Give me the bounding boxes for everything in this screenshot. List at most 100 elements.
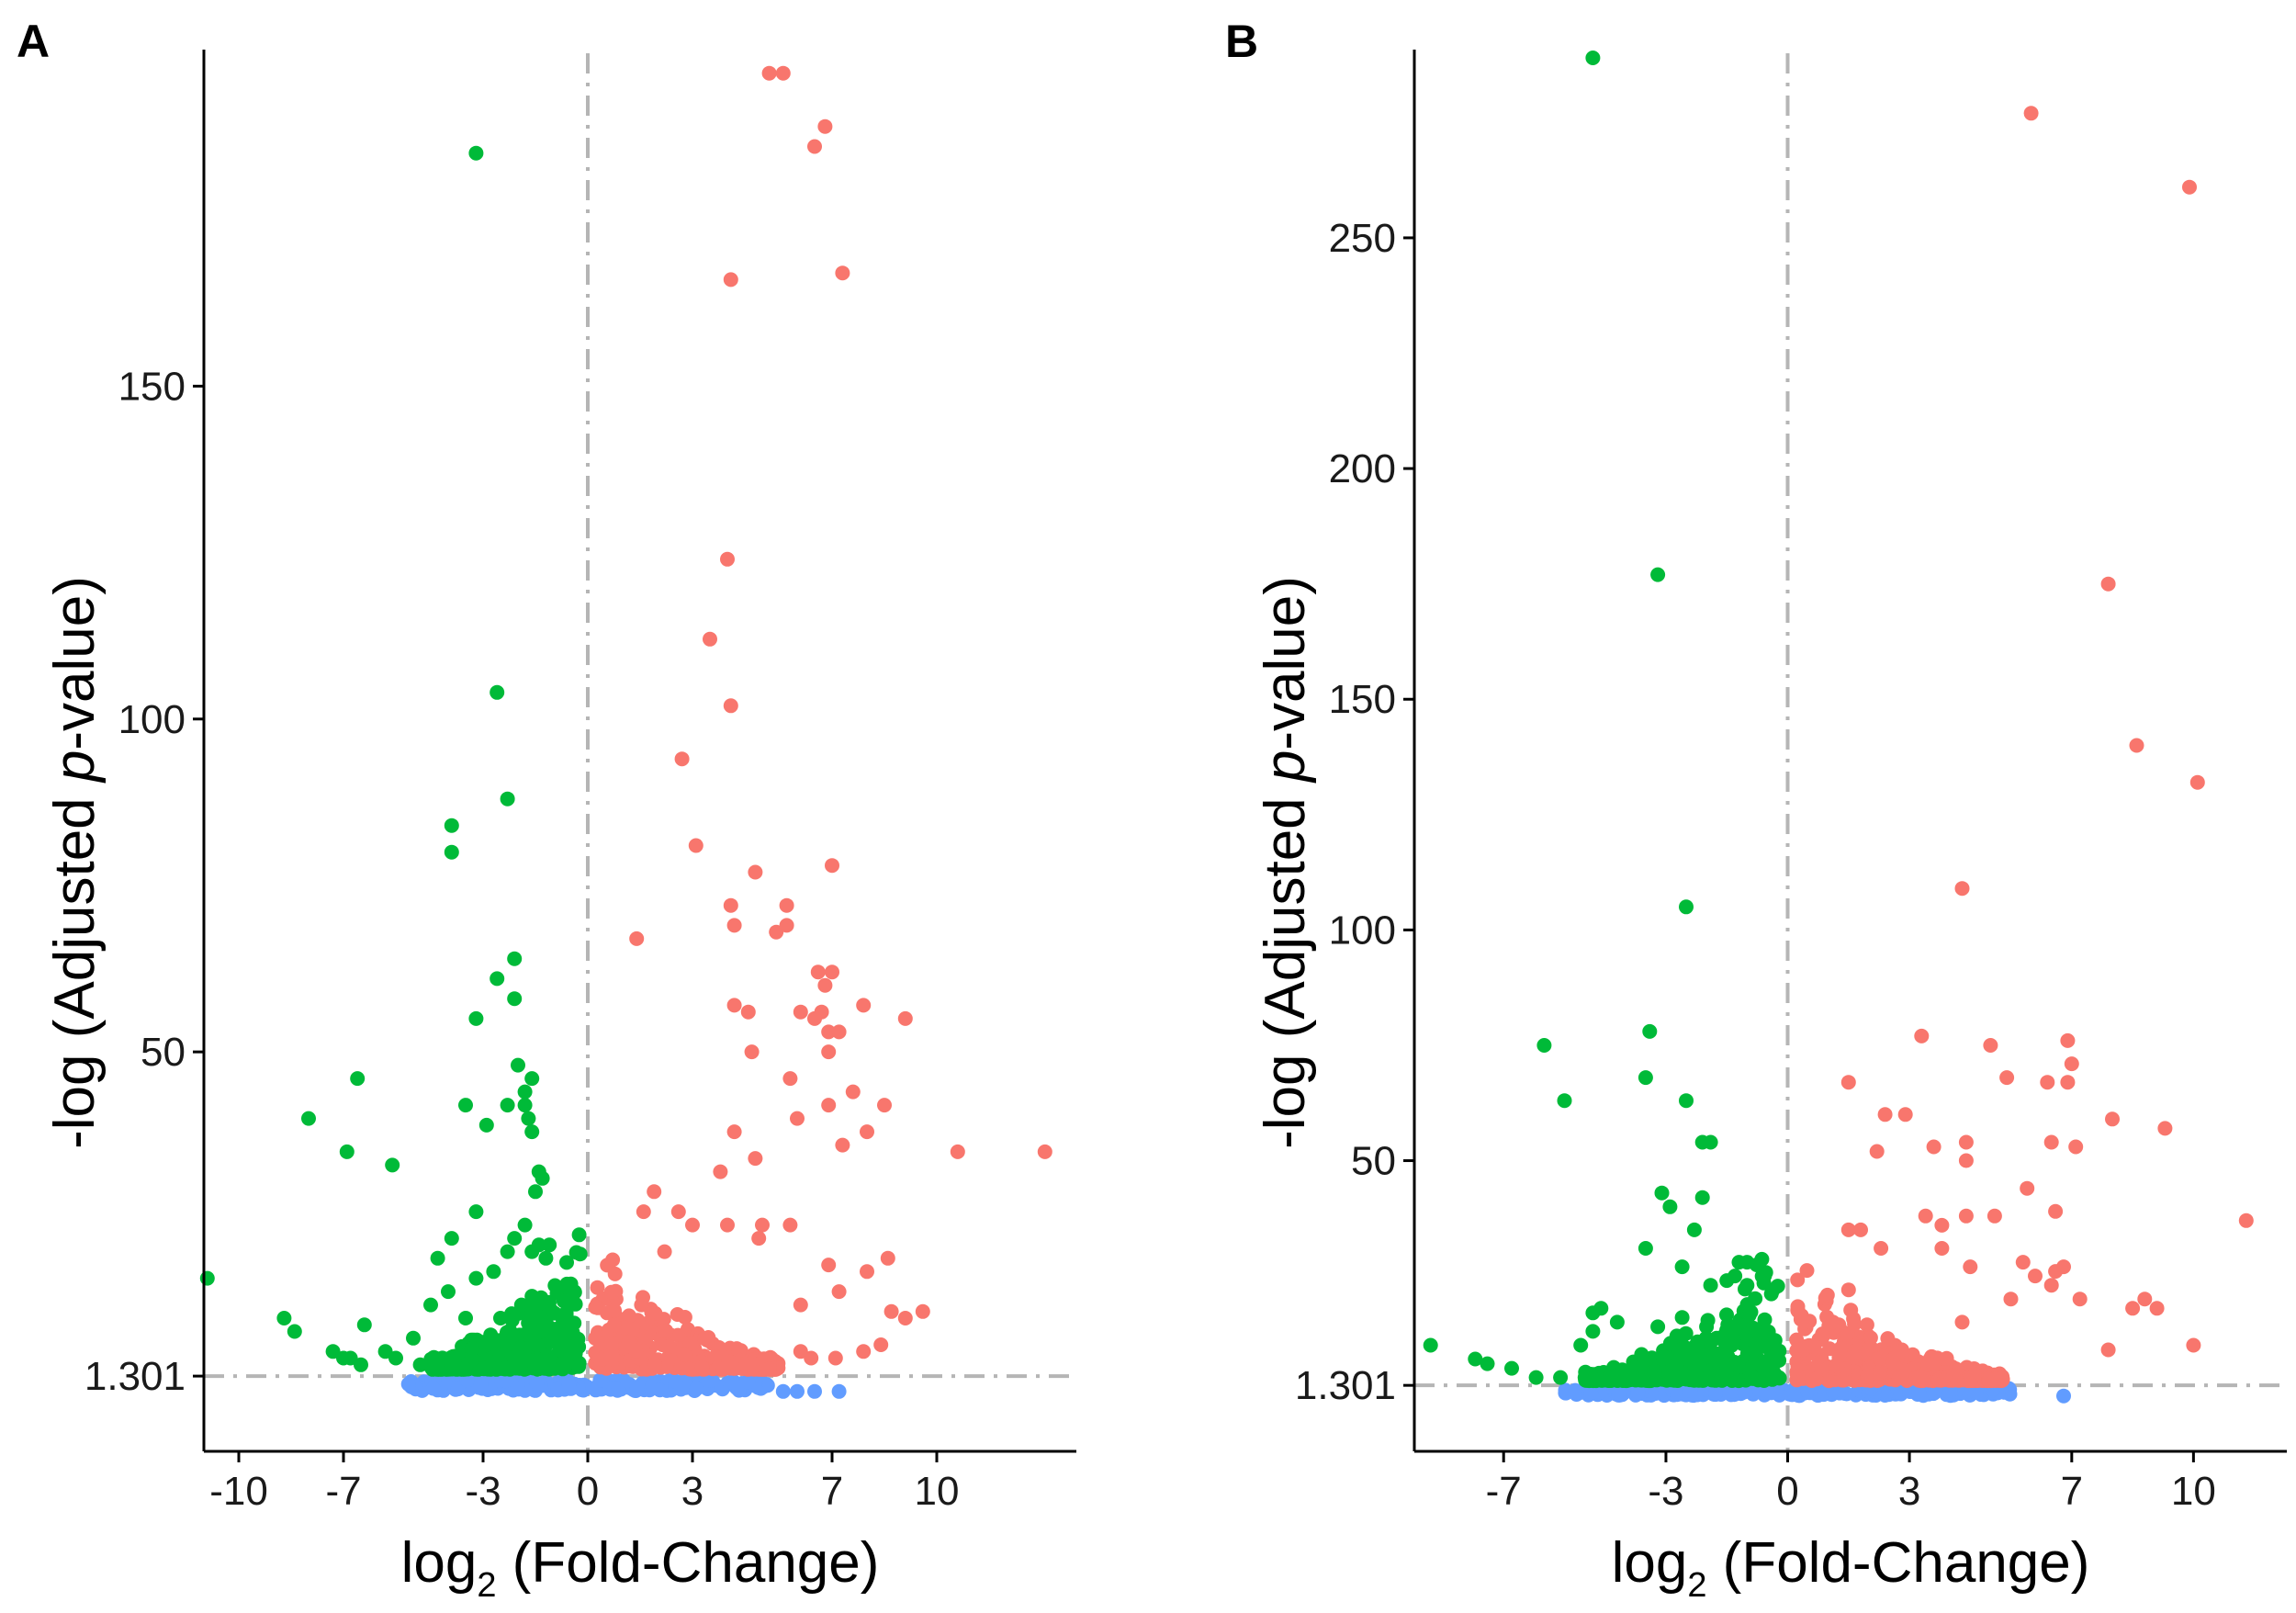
point-down bbox=[517, 1084, 533, 1100]
point-up bbox=[1958, 1153, 1974, 1168]
point-up bbox=[607, 1303, 623, 1318]
point-up bbox=[2015, 1255, 2031, 1270]
point-up bbox=[2189, 774, 2205, 790]
point-up bbox=[2149, 1301, 2165, 1316]
point-up bbox=[1846, 1311, 1862, 1326]
point-up bbox=[755, 1217, 770, 1233]
point-up bbox=[2060, 1075, 2076, 1090]
point-down bbox=[1585, 1324, 1601, 1339]
point-up bbox=[775, 65, 791, 81]
point-down bbox=[1739, 1255, 1755, 1270]
point-up bbox=[897, 1311, 913, 1325]
point-down bbox=[1468, 1351, 1483, 1367]
point-up bbox=[915, 1303, 930, 1319]
point-up bbox=[723, 897, 738, 913]
point-ns bbox=[807, 1383, 822, 1399]
point-up bbox=[720, 551, 735, 567]
point-up bbox=[748, 1151, 763, 1167]
point-up bbox=[793, 1297, 808, 1313]
point-up bbox=[726, 918, 742, 933]
point-up bbox=[2028, 1269, 2043, 1284]
point-down bbox=[524, 1124, 540, 1140]
point-down bbox=[1573, 1337, 1589, 1353]
point-down bbox=[1719, 1360, 1735, 1376]
point-down bbox=[1741, 1308, 1757, 1323]
point-up bbox=[2003, 1292, 2019, 1307]
point-down bbox=[500, 791, 515, 806]
y-tick-label-b: 50 bbox=[1351, 1139, 1396, 1184]
point-up bbox=[793, 1004, 808, 1020]
point-down bbox=[444, 1231, 459, 1246]
point-down bbox=[524, 1334, 540, 1349]
x-tick-label-a: 0 bbox=[577, 1469, 599, 1514]
point-up bbox=[1797, 1314, 1813, 1330]
point-up bbox=[1840, 1075, 1856, 1090]
point-down bbox=[276, 1311, 292, 1325]
point-up bbox=[715, 1361, 731, 1377]
point-down bbox=[490, 971, 505, 987]
point-up bbox=[1840, 1325, 1855, 1341]
point-down bbox=[1585, 51, 1601, 65]
point-down bbox=[531, 1352, 546, 1368]
point-down bbox=[542, 1353, 557, 1369]
point-down bbox=[511, 1057, 525, 1073]
point-ns bbox=[529, 1376, 545, 1392]
point-down bbox=[468, 1270, 484, 1286]
x-tick-label-b: 0 bbox=[1776, 1469, 1798, 1514]
point-down bbox=[1504, 1360, 1519, 1376]
point-down bbox=[568, 1245, 584, 1260]
point-down bbox=[1662, 1199, 1678, 1214]
point-up bbox=[2100, 576, 2116, 592]
point-up bbox=[782, 1071, 798, 1087]
point-up bbox=[782, 1217, 798, 1233]
point-up bbox=[751, 1231, 767, 1246]
point-down bbox=[1757, 1312, 1773, 1327]
point-up bbox=[723, 272, 738, 288]
point-up bbox=[877, 1098, 892, 1113]
volcano-plot-a: 1.301 50 100 150 -10 -7 -3 0 3 7 10 log2 (Fold-Chan… bbox=[43, 50, 1076, 1605]
point-down bbox=[458, 1098, 473, 1113]
point-up bbox=[720, 1217, 735, 1233]
point-down bbox=[385, 1157, 400, 1173]
point-ns bbox=[1926, 1386, 1941, 1402]
point-ns bbox=[611, 1382, 626, 1397]
x-tick-label-b: 10 bbox=[2171, 1469, 2216, 1514]
point-up bbox=[636, 1204, 651, 1220]
y-tick-label-a: 1.301 bbox=[84, 1354, 186, 1399]
point-ns bbox=[740, 1374, 756, 1390]
point-ns bbox=[790, 1383, 805, 1399]
point-down bbox=[1638, 1070, 1653, 1086]
point-up bbox=[1958, 1134, 1974, 1150]
point-up bbox=[1920, 1357, 1936, 1372]
point-up bbox=[607, 1266, 623, 1281]
point-up bbox=[634, 1297, 649, 1313]
y-axis-title-a: -log (Adjusted p-value) bbox=[43, 576, 107, 1149]
point-up bbox=[688, 838, 703, 853]
point-down bbox=[528, 1184, 543, 1200]
point-down bbox=[531, 1298, 546, 1314]
point-down bbox=[468, 1010, 484, 1026]
point-up bbox=[831, 1284, 847, 1300]
point-up bbox=[621, 1308, 636, 1324]
point-down bbox=[1718, 1337, 1733, 1352]
point-down bbox=[1739, 1278, 1755, 1293]
point-up bbox=[1986, 1208, 2002, 1224]
point-up bbox=[835, 1137, 850, 1153]
point-up bbox=[605, 1252, 621, 1268]
point-up bbox=[723, 698, 738, 714]
x-tick-label-a: 10 bbox=[915, 1469, 960, 1514]
point-up bbox=[1934, 1241, 1950, 1256]
point-up bbox=[1830, 1359, 1845, 1374]
point-up bbox=[1814, 1362, 1829, 1377]
y-tick-label-b: 150 bbox=[1329, 677, 1396, 722]
point-up bbox=[1999, 1070, 2015, 1086]
point-up bbox=[1983, 1038, 1998, 1053]
x-tick-label-b: 7 bbox=[2061, 1469, 2083, 1514]
point-up bbox=[1914, 1028, 1930, 1043]
point-ns bbox=[831, 1383, 847, 1399]
point-down bbox=[444, 818, 459, 833]
point-up bbox=[661, 1338, 677, 1354]
x-tick-label-a: 7 bbox=[821, 1469, 843, 1514]
y-axis-title-b: -log (Adjusted p-value) bbox=[1254, 576, 1317, 1149]
